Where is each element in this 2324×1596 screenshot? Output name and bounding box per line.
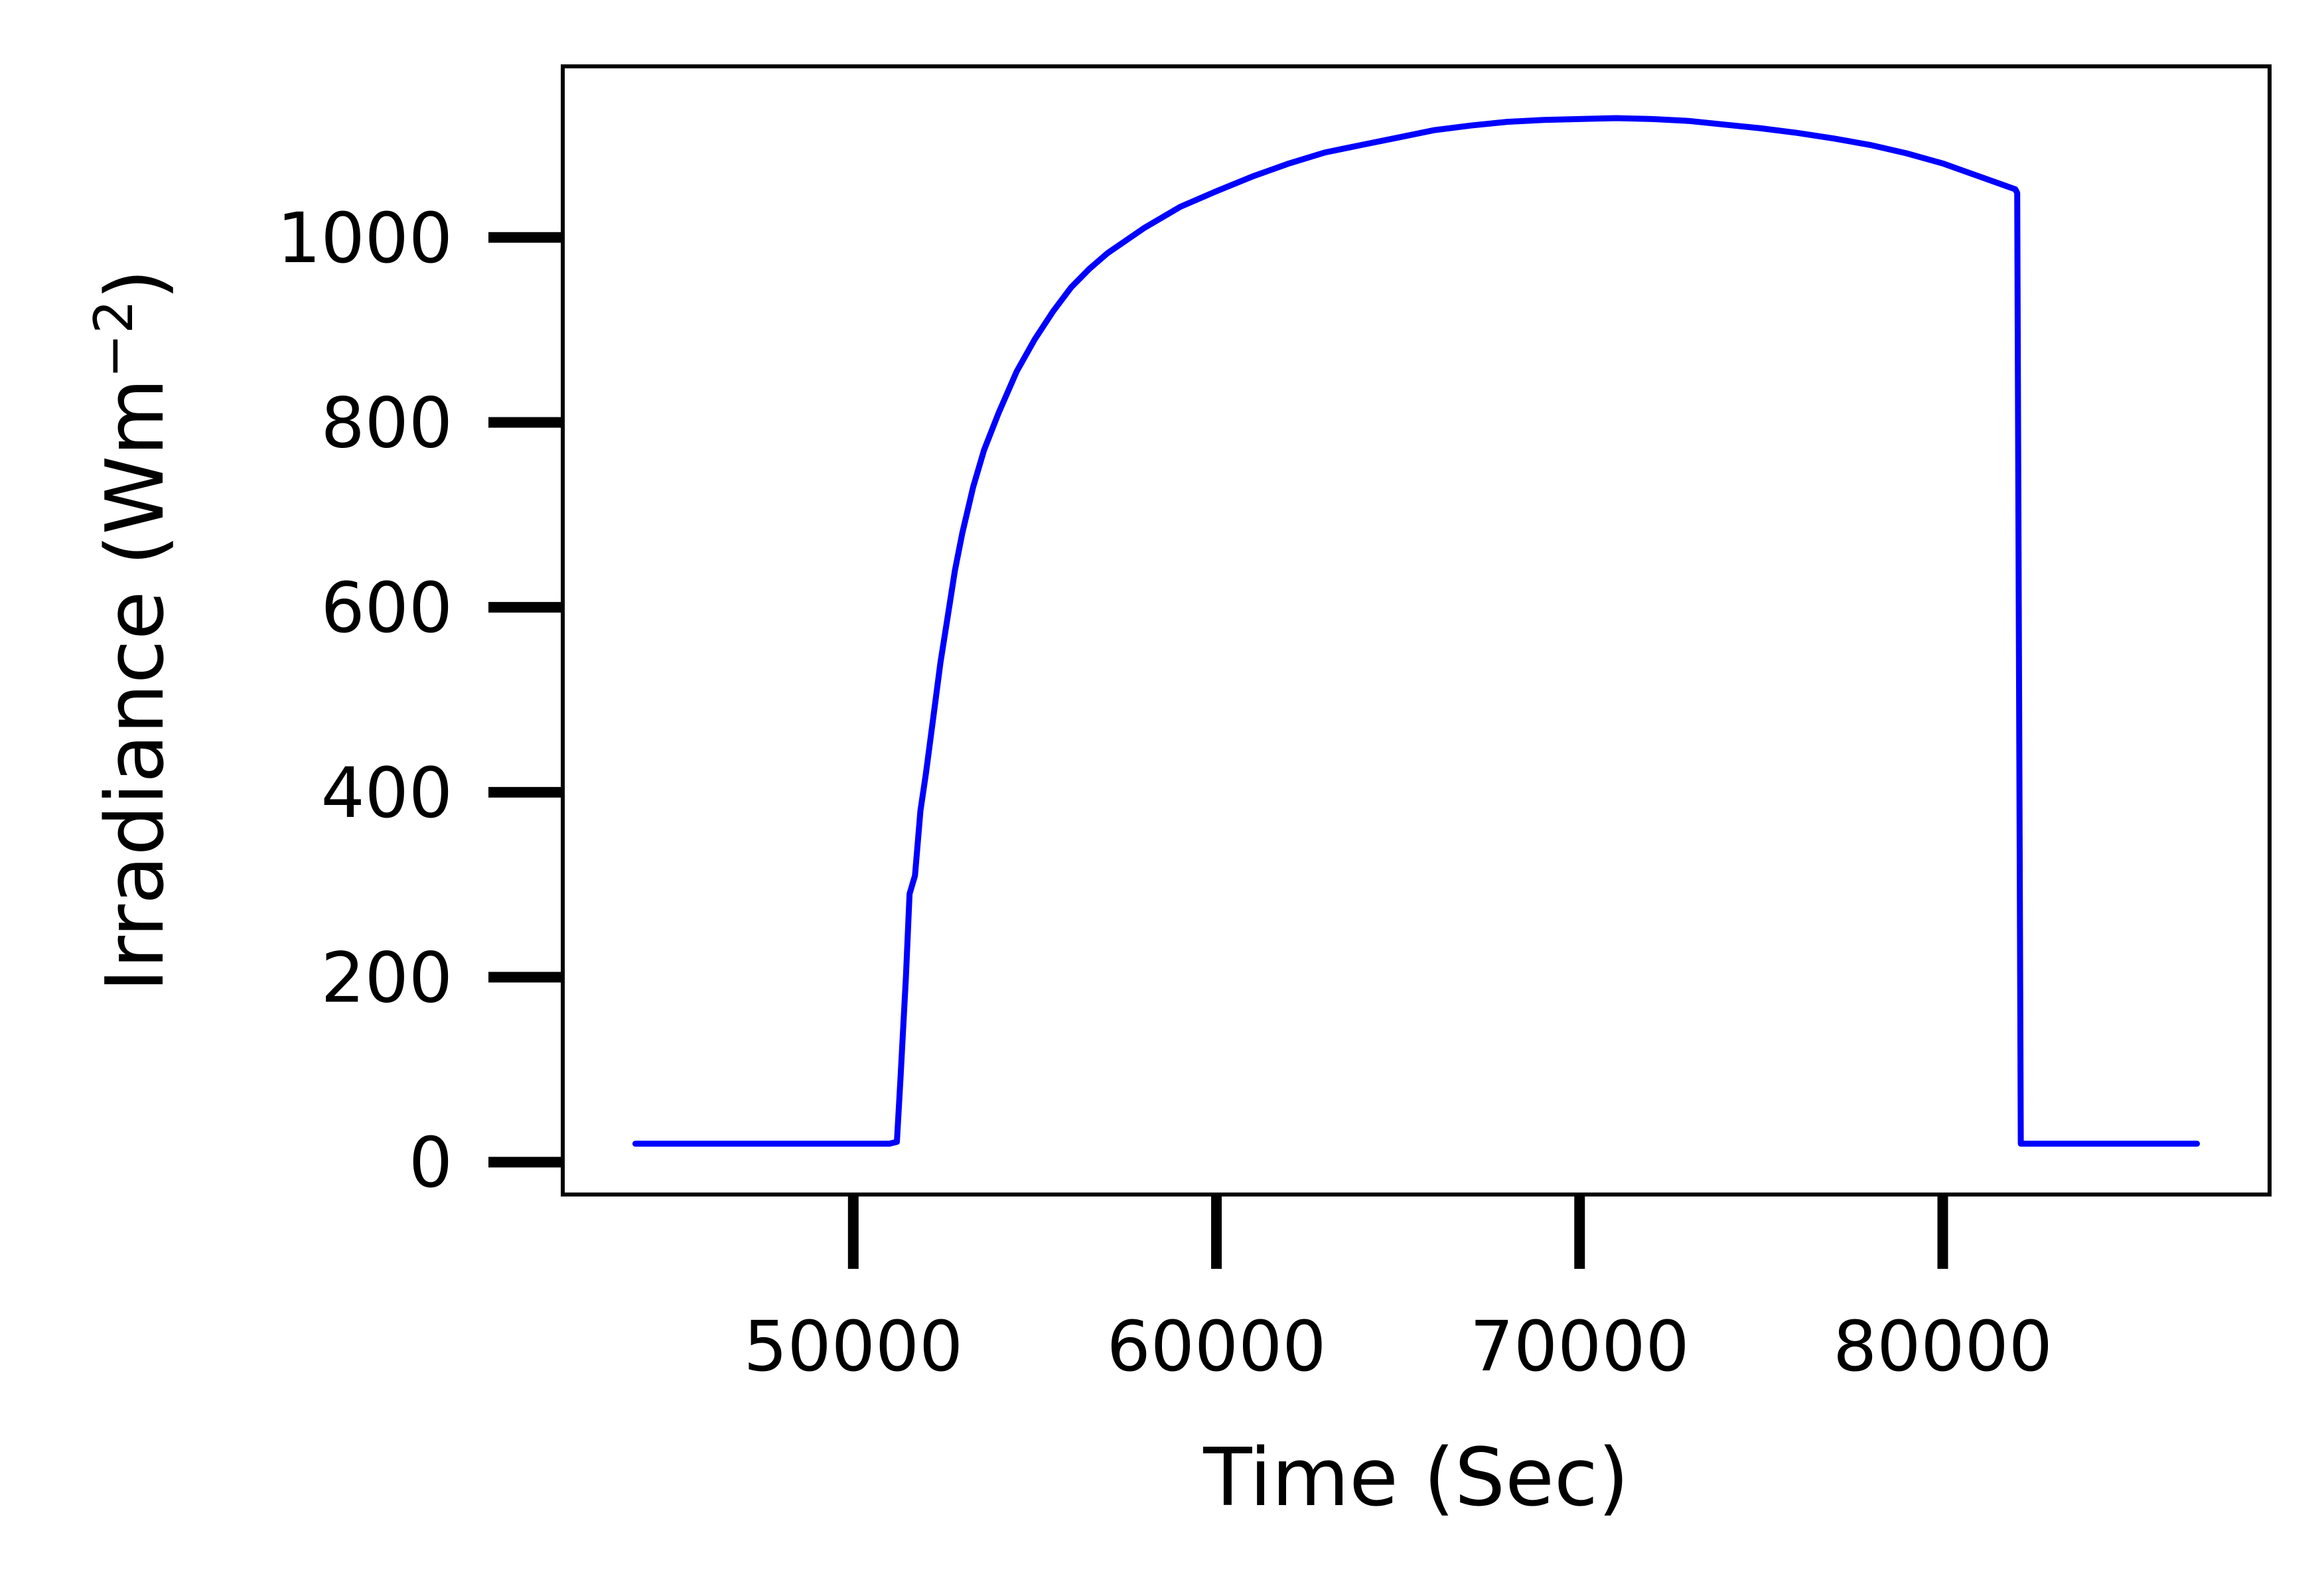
y-tick-label: 200 bbox=[321, 938, 453, 1019]
plot-frame bbox=[561, 64, 2272, 1197]
y-tick-label: 600 bbox=[321, 567, 453, 648]
x-tick-label: 70000 bbox=[1470, 1306, 1690, 1387]
y-tick-label: 0 bbox=[409, 1122, 453, 1203]
series-line bbox=[632, 115, 2201, 1147]
y-axis-label: Irradiance (Wm−2) bbox=[83, 269, 182, 992]
y-tick-label: 400 bbox=[321, 753, 453, 834]
y-tick-label: 800 bbox=[321, 382, 453, 463]
x-axis-ticks: 50000 60000 70000 80000 bbox=[743, 1195, 2053, 1387]
y-tick-label: 1000 bbox=[277, 198, 453, 279]
y-axis-label-exponent: −2 bbox=[83, 300, 145, 378]
y-axis-ticks: 0 200 400 600 800 1000 bbox=[277, 198, 563, 1203]
y-axis-label-text: Irradiance (Wm bbox=[90, 378, 182, 992]
x-axis-label: Time (Sec) bbox=[1202, 1432, 1629, 1524]
x-tick-label: 50000 bbox=[743, 1306, 963, 1387]
y-axis-label-close: ) bbox=[90, 269, 182, 300]
x-tick-label: 80000 bbox=[1833, 1306, 2053, 1387]
x-tick-label: 60000 bbox=[1107, 1306, 1327, 1387]
